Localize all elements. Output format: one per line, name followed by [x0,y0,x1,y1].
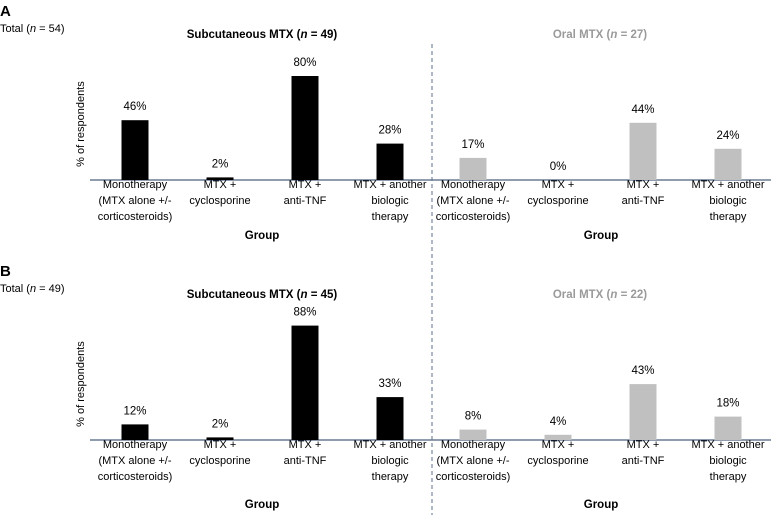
series-header: Subcutaneous MTX (n = 45) [187,289,338,301]
y-axis-label: % of respondents [75,81,87,167]
category-label: MTX + [627,179,660,191]
panel-b: B Total (n = 49) % of respondents Subcutane… [0,263,771,511]
bar [376,397,404,440]
category-label: MTX + [542,179,575,191]
category-label: biologic [371,455,409,467]
panel-label: A [0,3,11,20]
series-oral: Oral MTX (n = 22) 8% Monotherapy (MTX alone… [436,289,765,511]
bar [376,143,404,180]
data-label: 2% [212,158,229,170]
category-label: anti-TNF [284,195,327,207]
bar [206,177,234,180]
category-label: MTX + another [691,179,764,191]
category-label: therapy [372,471,409,483]
bar [629,122,657,180]
total-respondents: Total (n = 54) [0,23,65,35]
category-label: therapy [372,211,409,223]
data-label: 28% [378,125,401,137]
category-label: (MTX alone +/- [436,455,509,467]
bar [291,325,319,440]
category-label: cyclosporine [189,455,250,467]
category-label: biologic [709,195,747,207]
panel-a: A Total (n = 54) % of respondents Subcutane… [0,3,771,242]
data-label: 46% [123,101,146,113]
category-label: MTX + [627,439,660,451]
bar [459,429,487,440]
category-label: (MTX alone +/- [98,455,171,467]
category-label: Monotherapy [441,439,506,451]
data-label: 8% [465,411,482,423]
category-label: MTX + [542,439,575,451]
bar [459,157,487,180]
series-header: Oral MTX (n = 22) [553,289,647,301]
bar [206,437,234,440]
data-label: 44% [631,104,654,116]
category-label: Monotherapy [103,439,168,451]
series-header: Subcutaneous MTX (n = 49) [187,29,338,41]
data-label: 33% [378,378,401,390]
category-label: therapy [710,471,747,483]
category-label: MTX + [289,439,322,451]
bar [544,434,572,440]
bar [629,384,657,440]
category-label: MTX + [204,179,237,191]
category-label: anti-TNF [622,195,665,207]
category-label: corticosteroids) [98,471,173,483]
category-label: cyclosporine [527,455,588,467]
data-label: 17% [461,139,484,151]
bar [714,416,742,440]
category-label: (MTX alone +/- [436,195,509,207]
category-label: Monotherapy [103,179,168,191]
category-label: MTX + another [353,439,426,451]
bar [121,120,149,180]
data-label: 43% [631,365,654,377]
data-label: 18% [716,398,739,410]
category-label: cyclosporine [189,195,250,207]
bar [714,148,742,180]
category-label: corticosteroids) [436,211,511,223]
category-label: MTX + another [353,179,426,191]
category-label: anti-TNF [284,455,327,467]
x-axis-label: Group [245,499,280,511]
category-label: MTX + [204,439,237,451]
x-axis-label: Group [584,499,619,511]
category-label: MTX + [289,179,322,191]
x-axis-label: Group [245,230,280,242]
data-label: 4% [550,416,567,428]
bar [291,76,319,180]
category-label: corticosteroids) [98,211,173,223]
data-label: 12% [123,405,146,417]
series-subcutaneous: Subcutaneous MTX (n = 49) 46% Monotherapy (… [98,29,427,242]
category-label: cyclosporine [527,195,588,207]
series-header: Oral MTX (n = 27) [553,29,647,41]
category-label: Monotherapy [441,179,506,191]
y-axis-label: % of respondents [75,341,87,427]
category-label: therapy [710,211,747,223]
data-label: 88% [293,307,316,319]
category-label: MTX + another [691,439,764,451]
data-label: 0% [550,161,567,173]
category-label: anti-TNF [622,455,665,467]
x-axis-label: Group [584,230,619,242]
panel-label: B [0,263,11,280]
category-label: (MTX alone +/- [98,195,171,207]
total-respondents: Total (n = 49) [0,283,65,295]
data-label: 2% [212,418,229,430]
data-label: 80% [293,57,316,69]
bar [121,424,149,440]
category-label: corticosteroids) [436,471,511,483]
series-oral: Oral MTX (n = 27) 17% Monotherapy (MTX alon… [436,29,765,242]
series-subcutaneous: Subcutaneous MTX (n = 45) 12% Monotherapy (… [98,289,427,511]
category-label: biologic [371,195,409,207]
category-label: biologic [709,455,747,467]
data-label: 24% [716,130,739,142]
